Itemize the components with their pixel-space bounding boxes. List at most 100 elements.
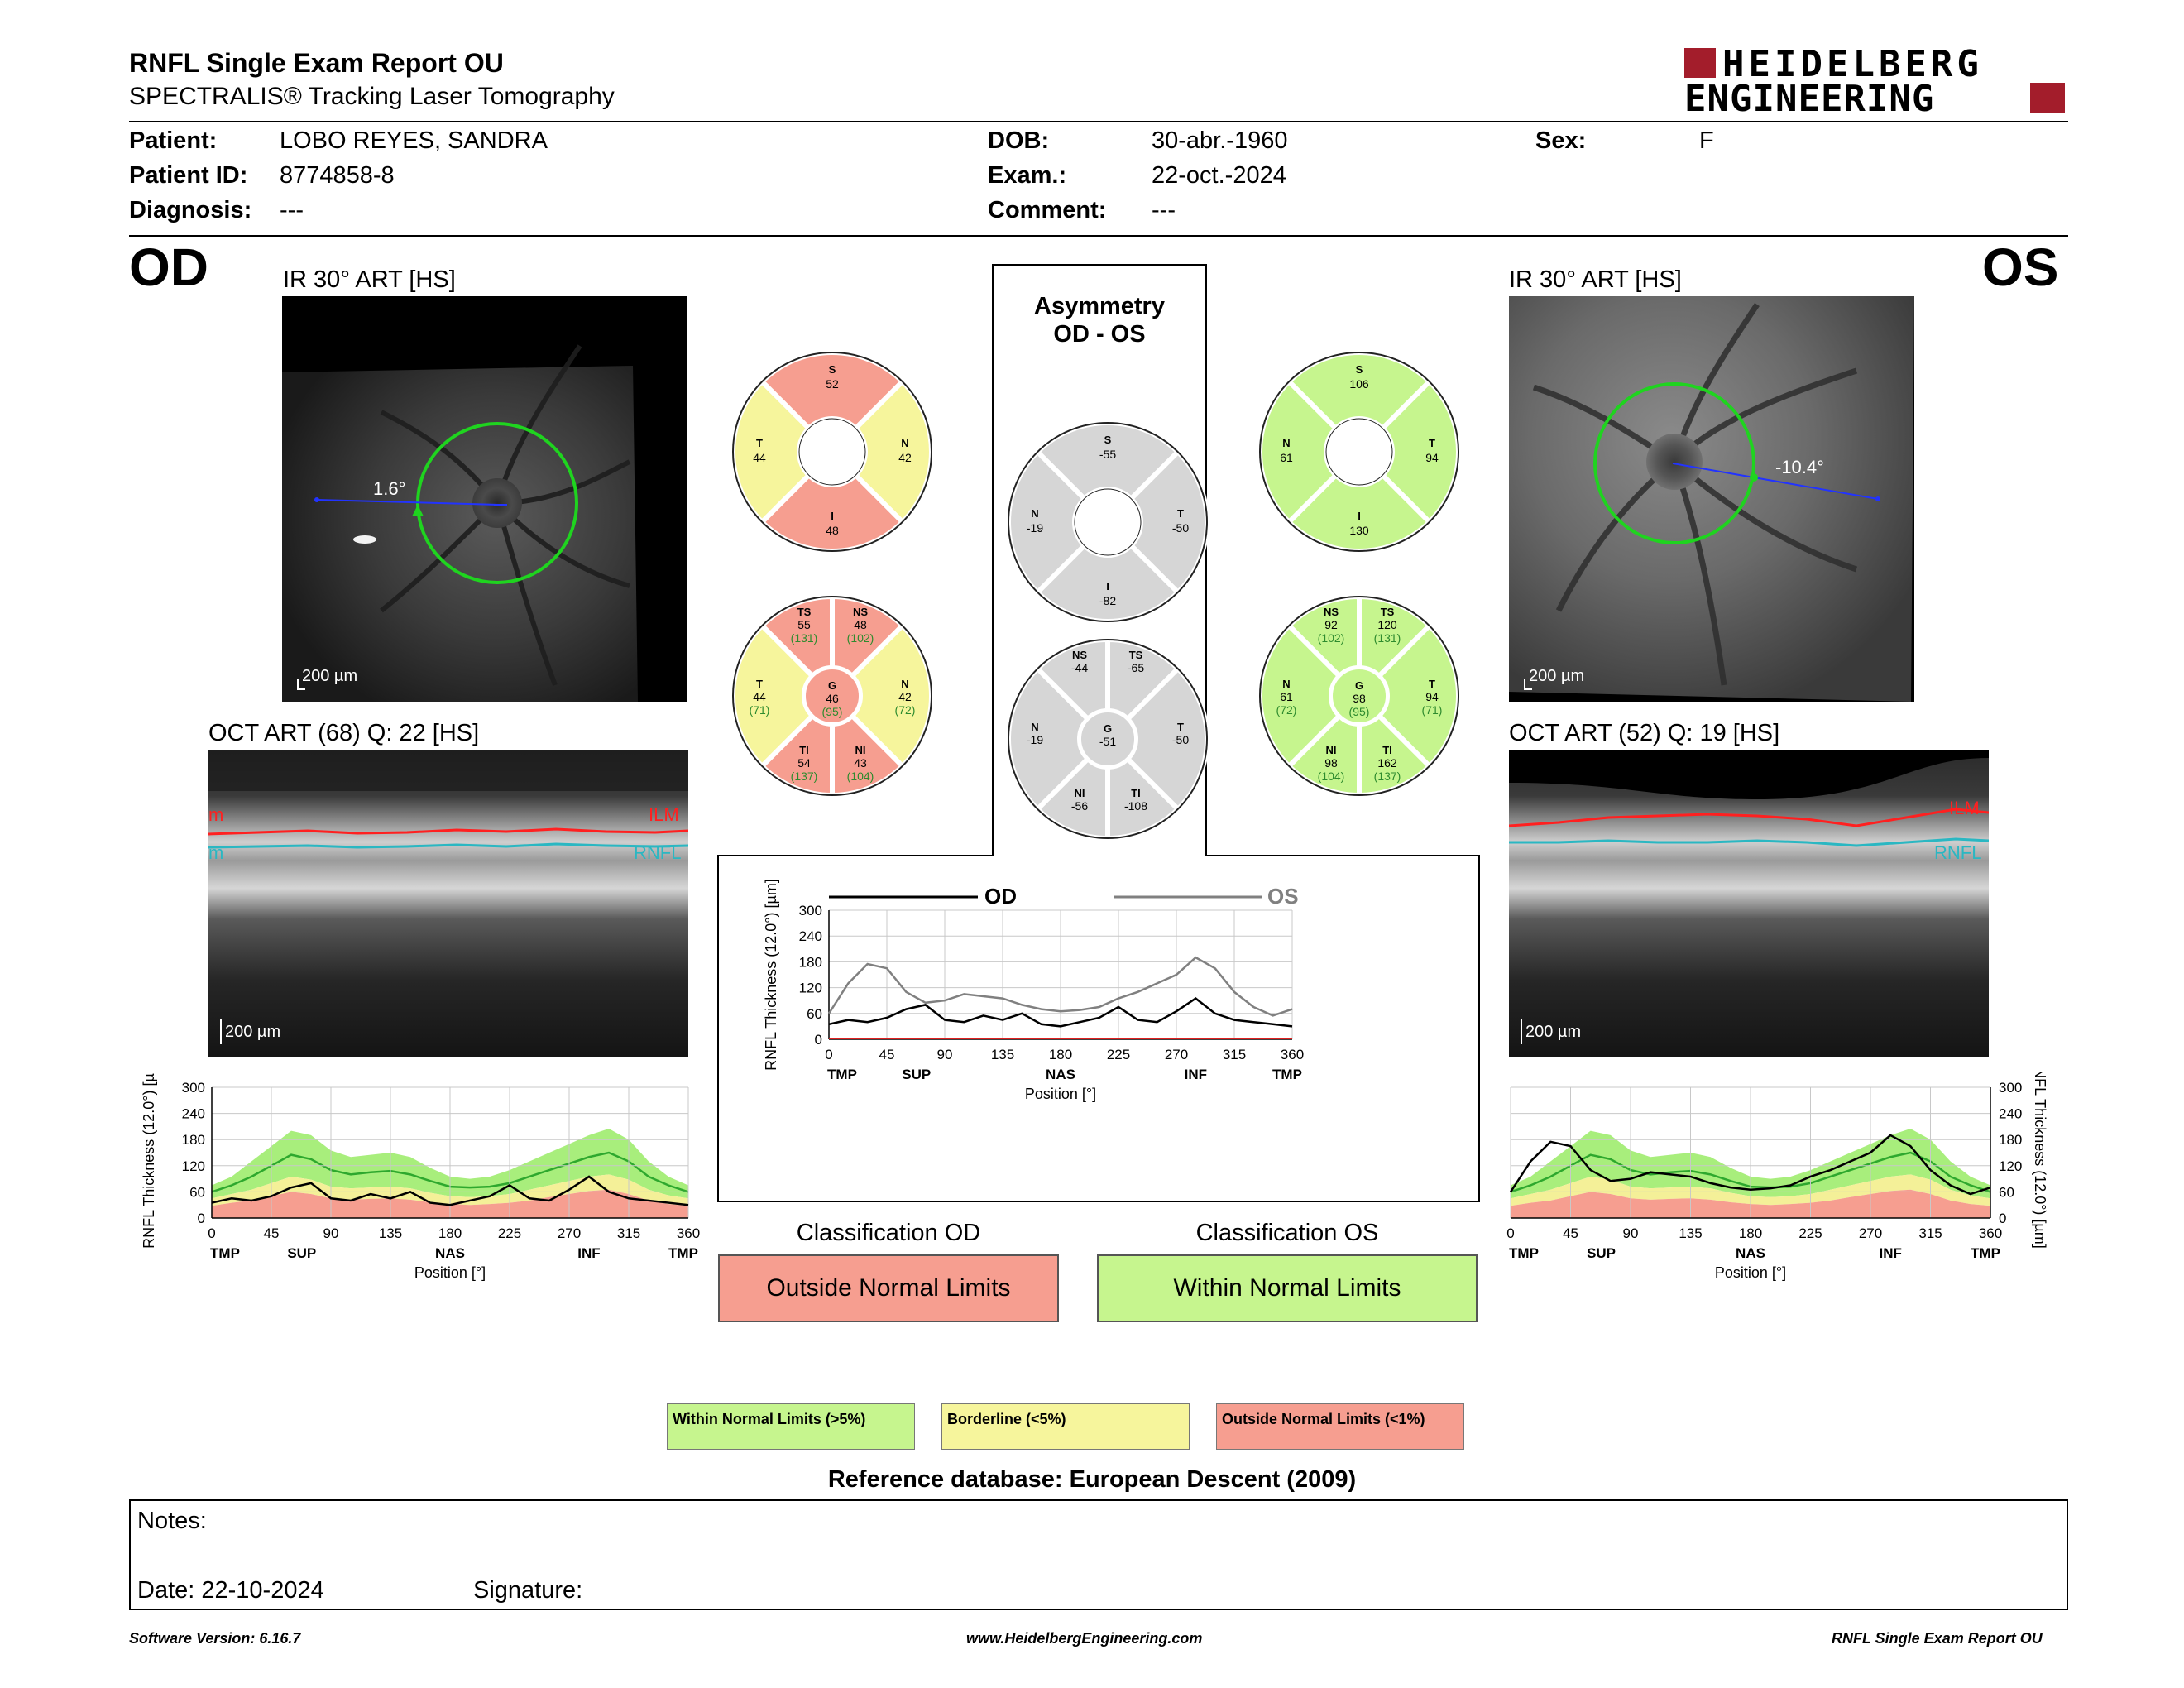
header-divider: [129, 121, 2068, 122]
series-line-thickness: [1509, 1134, 1991, 1196]
od-ilm-label-left: m: [208, 804, 224, 825]
asymmetry-title-2: OD - OS: [1053, 321, 1146, 348]
os-oct-svg: [1509, 750, 1989, 1057]
y-tick-label: 0: [815, 1032, 822, 1048]
sector-I-label: I: [1358, 510, 1361, 522]
y-tick-label: 180: [182, 1132, 205, 1148]
od-oct-image: m ILM m RNFL 200 µm: [208, 750, 688, 1057]
sector-TI-value: 54: [797, 756, 811, 770]
x-tick-label: 135: [1679, 1225, 1702, 1241]
os-oct-scale-bar: [1521, 1019, 1522, 1044]
od-ilm-label: ILM: [649, 804, 679, 825]
circle-outline: [732, 352, 932, 552]
sector-N-value: -19: [1027, 733, 1043, 746]
logo-square-bottom: [2030, 83, 2065, 113]
date-label: Date: 22-10-2024: [137, 1577, 324, 1604]
sector-S-value: 52: [826, 377, 839, 391]
y-tick-label: 60: [189, 1184, 205, 1200]
od-ir-caption: IR 30° ART [HS]: [283, 266, 456, 293]
patient-label: Patient:: [129, 127, 218, 154]
comparison-chart: 0 60 120 180 240 300 0 45 90 135 180 225 270 315 360 TM…: [763, 879, 1304, 1102]
x-axis-label: Position [°]: [1715, 1264, 1786, 1281]
sector-label-tmp: TMP: [210, 1245, 240, 1261]
sector-TI-label: TI: [1131, 787, 1141, 799]
sector-N-label: N: [1031, 721, 1038, 733]
x-axis-label: Position [°]: [414, 1264, 486, 1281]
x-tick-label: 45: [1563, 1225, 1578, 1241]
legend-within: Within Normal Limits (>5%): [667, 1403, 915, 1450]
sector-I-label: I: [1106, 580, 1109, 592]
od-fundus-svg: [282, 344, 638, 702]
y-tick-label: 180: [1999, 1132, 2022, 1148]
od-ir-scale: 200 µm: [302, 667, 358, 685]
comment-label: Comment:: [988, 197, 1107, 223]
dob-label: DOB:: [988, 127, 1050, 154]
sector-G-label: G: [1104, 722, 1112, 735]
x-tick-label: 135: [991, 1047, 1014, 1062]
sector-T-value: -50: [1172, 733, 1189, 746]
sector-N-value: -19: [1027, 521, 1043, 535]
sector-S-label: S: [1104, 434, 1112, 446]
x-tick-label: 180: [1049, 1047, 1072, 1062]
notes-box[interactable]: Notes: Date: 22-10-2024 Signature:: [129, 1499, 2068, 1610]
series-line-os: [827, 956, 1293, 1017]
sector-NI-label: NI: [855, 744, 866, 756]
sector-S-label: S: [829, 363, 836, 376]
sector-T-label: T: [1429, 678, 1435, 690]
y-tick-label: 240: [182, 1106, 205, 1122]
patient-divider: [129, 235, 2068, 237]
sector-NS-label: NS: [1072, 649, 1087, 661]
x-tick-label: 0: [825, 1047, 832, 1062]
exam-value: 22-oct.-2024: [1152, 162, 1286, 189]
sector-N-label: N: [1282, 437, 1290, 449]
sector-TS-ref: (131): [791, 631, 818, 645]
y-tick-label: 0: [198, 1211, 205, 1226]
os-rnfl-label: RNFL: [1934, 842, 1982, 863]
x-tick-label: 270: [1165, 1047, 1188, 1062]
sector-N-ref: (72): [1276, 703, 1297, 717]
y-tick-label: 300: [799, 903, 822, 918]
sector-T-ref: (71): [750, 703, 770, 717]
sector-T-label: T: [1177, 507, 1184, 520]
sector-G: [802, 666, 862, 726]
logo-text-heidelberg: HEIDELBERG: [1722, 43, 1983, 85]
od-oct-scale: 200 µm: [225, 1023, 281, 1041]
sector-T-label: T: [756, 678, 763, 690]
sector-TS-ref: (131): [1374, 631, 1401, 645]
x-tick-label: 360: [677, 1225, 700, 1241]
classification-od-box: Outside Normal Limits: [718, 1254, 1059, 1322]
patient-value: LOBO REYES, SANDRA: [280, 127, 548, 154]
report-subtitle: SPECTRALIS® Tracking Laser Tomography: [129, 83, 615, 110]
sector-label-tmp: TMP: [1272, 1067, 1302, 1082]
sector-G: [1078, 709, 1138, 769]
os-sector-circle: NS92(102)TS120(131)T94(71)TI162(137)NI98…: [1257, 594, 1461, 798]
x-axis-label: Position [°]: [1025, 1086, 1096, 1102]
sector-N-value: 42: [898, 690, 912, 703]
y-axis-label: RNFL Thickness (12.0°) [µm]: [141, 1072, 157, 1249]
sex-label: Sex:: [1535, 127, 1587, 154]
sector-label-nas: NAS: [1046, 1067, 1075, 1082]
y-tick-label: 300: [182, 1080, 205, 1096]
x-tick-label: 45: [264, 1225, 280, 1241]
sector-S-value: -55: [1099, 448, 1116, 461]
x-tick-label: 225: [498, 1225, 521, 1241]
x-tick-label: 45: [879, 1047, 895, 1062]
sector-NI-label: NI: [1075, 787, 1085, 799]
footer-website[interactable]: www.HeidelbergEngineering.com: [966, 1630, 1203, 1647]
footer-version: Software Version: 6.16.7: [129, 1630, 301, 1647]
y-tick-label: 0: [1999, 1211, 2006, 1226]
x-tick-label: 315: [1918, 1225, 1942, 1241]
x-tick-label: 315: [1223, 1047, 1246, 1062]
sector-NS-ref: (102): [1318, 631, 1345, 645]
sector-N-label: N: [901, 678, 908, 690]
sector-N-label: N: [1031, 507, 1038, 520]
x-tick-label: 180: [438, 1225, 462, 1241]
sector-T-value: 94: [1425, 451, 1439, 464]
logo-text-engineering: ENGINEERING: [1684, 78, 1935, 120]
diagnosis-label: Diagnosis:: [129, 197, 252, 223]
os-angle-label: -10.4°: [1775, 457, 1824, 477]
x-tick-label: 360: [1281, 1047, 1304, 1062]
sector-T-ref: (71): [1422, 703, 1443, 717]
center-panel-frame: [717, 264, 1480, 1202]
